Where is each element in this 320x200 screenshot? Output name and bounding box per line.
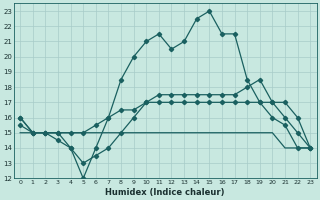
X-axis label: Humidex (Indice chaleur): Humidex (Indice chaleur)	[106, 188, 225, 197]
